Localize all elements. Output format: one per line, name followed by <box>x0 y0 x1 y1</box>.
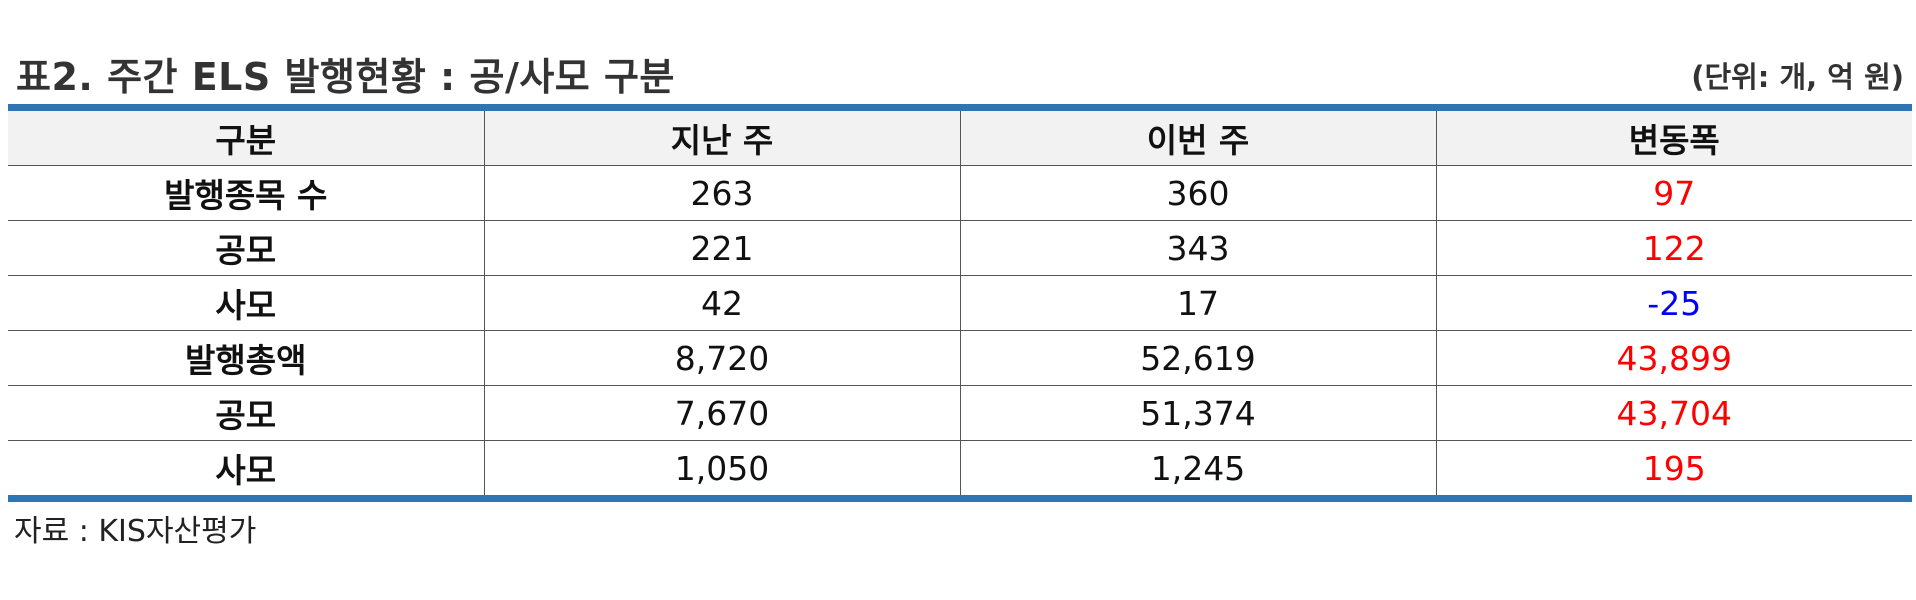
last-week-value: 1,050 <box>483 440 960 499</box>
table-row: 발행종목 수 263 360 97 <box>8 165 1912 221</box>
table-body: 발행종목 수 263 360 97 공모 221 343 122 사모 42 1… <box>8 165 1912 499</box>
change-value: 43,899 <box>1435 330 1912 386</box>
header-change: 변동폭 <box>1435 107 1912 166</box>
this-week-value: 1,245 <box>959 440 1436 499</box>
this-week-value: 17 <box>959 275 1436 331</box>
table-row: 사모 42 17 -25 <box>8 275 1912 331</box>
row-label: 공모 <box>8 385 484 441</box>
table-row: 발행총액 8,720 52,619 43,899 <box>8 330 1912 386</box>
change-value: 122 <box>1435 220 1912 276</box>
change-value: 97 <box>1435 165 1912 221</box>
els-issuance-table-wrapper: 구분 지난 주 이번 주 변동폭 발행종목 수 263 360 97 공모 22… <box>8 104 1912 502</box>
last-week-value: 263 <box>483 165 960 221</box>
els-issuance-table: 구분 지난 주 이번 주 변동폭 발행종목 수 263 360 97 공모 22… <box>8 104 1912 502</box>
row-label: 발행종목 수 <box>8 165 484 221</box>
table-row: 공모 221 343 122 <box>8 220 1912 276</box>
unit-note: (단위: 개, 억 원) <box>1691 60 1904 94</box>
this-week-value: 52,619 <box>959 330 1436 386</box>
row-label: 공모 <box>8 220 484 276</box>
table-row: 사모 1,050 1,245 195 <box>8 440 1912 499</box>
header-this-week: 이번 주 <box>959 107 1436 166</box>
source-note: 자료 : KIS자산평가 <box>14 514 257 549</box>
header-category: 구분 <box>8 107 484 166</box>
header-row: 구분 지난 주 이번 주 변동폭 <box>8 107 1912 166</box>
change-value: -25 <box>1435 275 1912 331</box>
table-header: 구분 지난 주 이번 주 변동폭 <box>8 107 1912 166</box>
last-week-value: 221 <box>483 220 960 276</box>
change-value: 195 <box>1435 440 1912 499</box>
header-last-week: 지난 주 <box>483 107 960 166</box>
this-week-value: 51,374 <box>959 385 1436 441</box>
last-week-value: 8,720 <box>483 330 960 386</box>
table-title: 표2. 주간 ELS 발행현황 : 공/사모 구분 <box>16 55 675 99</box>
row-label: 사모 <box>8 440 484 499</box>
this-week-value: 360 <box>959 165 1436 221</box>
table-row: 공모 7,670 51,374 43,704 <box>8 385 1912 441</box>
row-label: 사모 <box>8 275 484 331</box>
row-label: 발행총액 <box>8 330 484 386</box>
this-week-value: 343 <box>959 220 1436 276</box>
last-week-value: 42 <box>483 275 960 331</box>
change-value: 43,704 <box>1435 385 1912 441</box>
last-week-value: 7,670 <box>483 385 960 441</box>
